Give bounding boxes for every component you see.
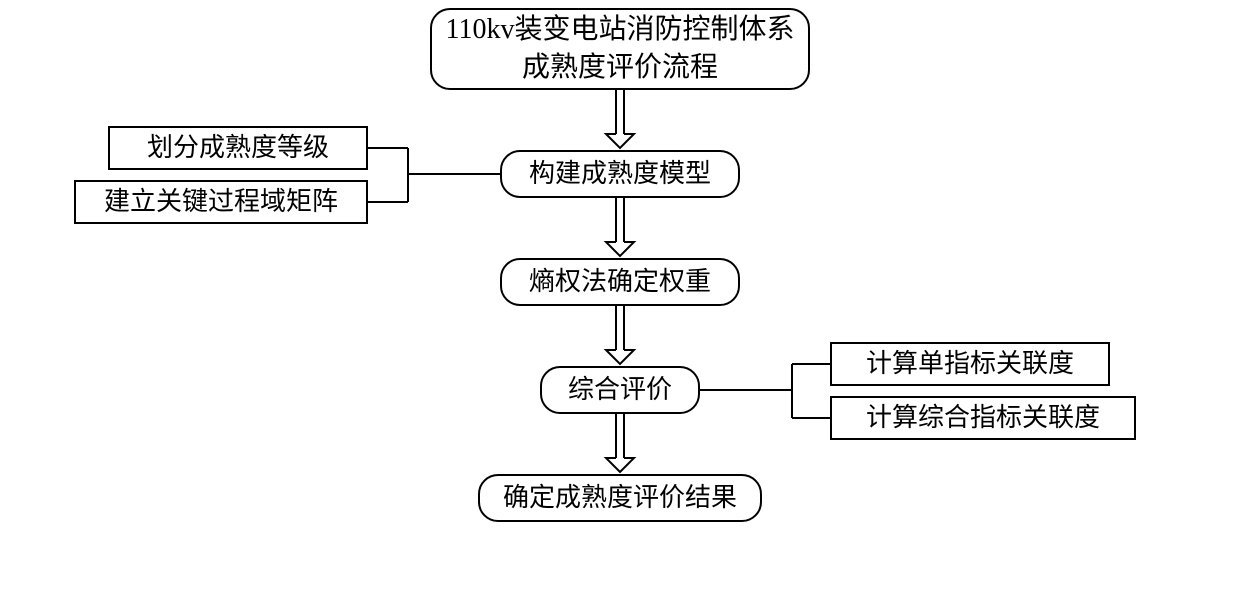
flow-node-result-label: 确定成熟度评价结果 [503,480,737,515]
side-box-maturity-levels: 划分成熟度等级 [108,126,368,170]
side-box-composite-indicator-label: 计算综合指标关联度 [866,400,1100,435]
flow-node-result: 确定成熟度评价结果 [478,474,762,522]
flow-node-title-label: 110kv装变电站消防控制体系 成熟度评价流程 [446,11,795,87]
flow-node-entropy-label: 熵权法确定权重 [529,264,711,299]
side-box-single-indicator: 计算单指标关联度 [830,342,1110,386]
side-box-maturity-levels-label: 划分成熟度等级 [147,130,329,165]
flow-node-title: 110kv装变电站消防控制体系 成熟度评价流程 [430,8,810,90]
side-box-key-process-matrix-label: 建立关键过程域矩阵 [104,184,338,219]
flow-node-eval-label: 综合评价 [568,372,672,407]
side-box-key-process-matrix: 建立关键过程域矩阵 [74,180,368,224]
flow-node-model: 构建成熟度模型 [500,150,740,198]
flow-node-model-label: 构建成熟度模型 [529,156,711,191]
side-box-single-indicator-label: 计算单指标关联度 [866,346,1074,381]
flow-node-entropy: 熵权法确定权重 [500,258,740,306]
flow-node-eval: 综合评价 [540,366,700,414]
side-box-composite-indicator: 计算综合指标关联度 [830,396,1136,440]
